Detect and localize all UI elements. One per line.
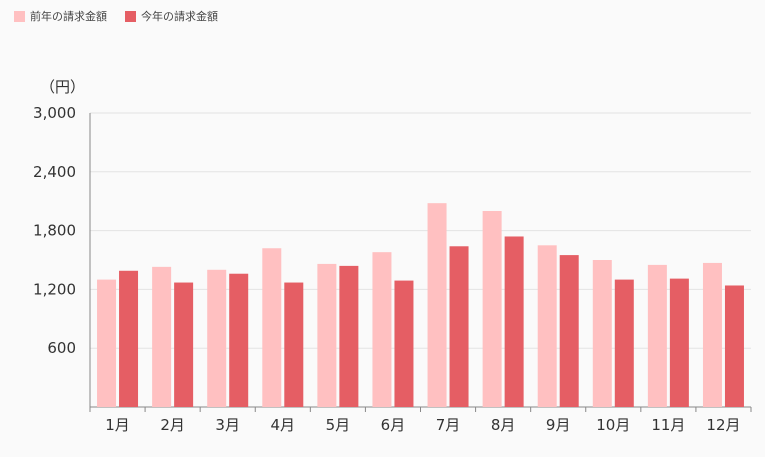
x-tick-label: 3月: [215, 416, 240, 434]
x-tick-label: 1月: [105, 416, 130, 434]
bar-this-year: [284, 282, 304, 407]
bar-this-year: [724, 285, 744, 407]
y-tick-label: 2,400: [33, 163, 76, 181]
legend-label-this-year: 今年の請求金額: [141, 10, 218, 23]
x-tick-label: 8月: [491, 416, 516, 434]
bar-prev-year: [592, 260, 612, 407]
bar-prev-year: [702, 262, 722, 407]
x-tick-label: 6月: [381, 416, 406, 434]
x-tick-label: 2月: [160, 416, 185, 434]
bar-this-year: [394, 280, 414, 407]
bar-this-year: [174, 282, 194, 407]
bar-this-year: [119, 270, 139, 407]
legend-swatch-this-year: [125, 10, 136, 22]
bar-this-year: [339, 265, 359, 407]
x-tick-label: 10月: [596, 416, 630, 434]
bar-prev-year: [647, 264, 667, 407]
bar-prev-year: [207, 269, 227, 407]
y-tick-label: 600: [47, 339, 76, 357]
bar-this-year: [614, 279, 634, 407]
bar-this-year: [559, 255, 579, 407]
bar-prev-year: [317, 263, 337, 407]
x-tick-label: 5月: [326, 416, 351, 434]
y-axis-unit-label: （円）: [40, 78, 86, 96]
bar-prev-year: [372, 252, 392, 407]
y-tick-label: 3,000: [33, 104, 76, 122]
bar-prev-year: [262, 248, 282, 407]
bar-this-year: [229, 273, 249, 407]
y-tick-label: 1,800: [33, 222, 76, 240]
y-tick-label: 1,200: [33, 280, 76, 298]
x-tick-label: 7月: [436, 416, 461, 434]
bar-this-year: [669, 278, 689, 407]
bar-prev-year: [97, 279, 117, 407]
x-tick-label: 11月: [651, 416, 685, 434]
legend-item-this-year[interactable]: 今年の請求金額: [125, 8, 218, 24]
bar-prev-year: [482, 211, 502, 407]
bar-this-year: [449, 246, 469, 407]
legend-item-prev-year[interactable]: 前年の請求金額: [14, 8, 107, 24]
legend-swatch-prev-year: [14, 10, 25, 22]
bar-prev-year: [427, 203, 447, 407]
legend: 前年の請求金額 今年の請求金額: [14, 8, 218, 24]
bar-this-year: [504, 236, 524, 407]
bar-prev-year: [537, 245, 557, 407]
x-tick-label: 12月: [706, 416, 740, 434]
bar-prev-year: [152, 266, 172, 407]
x-tick-label: 4月: [271, 416, 296, 434]
legend-label-prev-year: 前年の請求金額: [30, 10, 107, 23]
x-tick-label: 9月: [546, 416, 571, 434]
